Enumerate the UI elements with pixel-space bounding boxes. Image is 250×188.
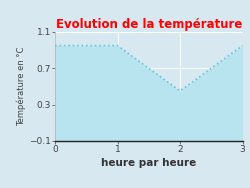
X-axis label: heure par heure: heure par heure — [101, 158, 196, 168]
Y-axis label: Température en °C: Température en °C — [17, 47, 26, 126]
Title: Evolution de la température: Evolution de la température — [56, 18, 242, 31]
